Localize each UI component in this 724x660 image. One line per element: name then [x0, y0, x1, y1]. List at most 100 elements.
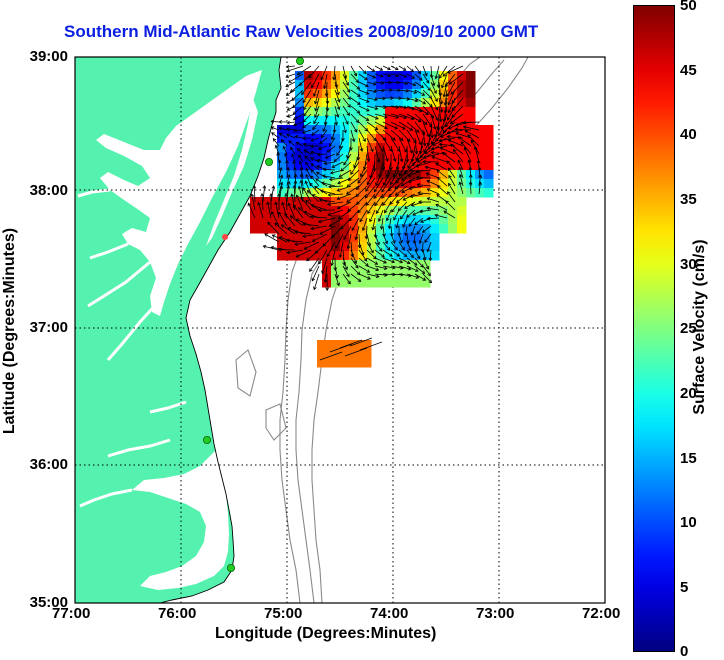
- velocity-cell: [340, 269, 350, 279]
- velocity-cell: [250, 224, 260, 234]
- velocity-cell: [362, 349, 372, 359]
- velocity-cell: [358, 143, 368, 153]
- velocity-cell: [259, 224, 269, 234]
- colorbar: [633, 5, 675, 652]
- velocity-cell: [331, 224, 341, 234]
- velocity-cell: [466, 80, 476, 90]
- velocity-arrow: [265, 234, 279, 242]
- velocity-cell: [295, 170, 305, 180]
- velocity-cell: [448, 224, 458, 234]
- velocity-cell: [457, 224, 467, 234]
- colorbar-label: Surface Velocity (cm/s): [691, 207, 709, 447]
- velocity-cell: [439, 206, 449, 216]
- velocity-cell: [484, 188, 494, 198]
- colorbar-tick-label: 50: [680, 0, 697, 14]
- velocity-cell: [277, 170, 287, 180]
- velocity-cell: [317, 349, 327, 359]
- velocity-cell: [403, 269, 413, 279]
- velocity-cell: [457, 80, 467, 90]
- x-tick-label: 75:00: [264, 605, 302, 622]
- velocity-cell: [326, 340, 336, 350]
- velocity-cell: [349, 242, 359, 252]
- x-axis-label: Longitude (Degrees:Minutes): [215, 625, 436, 643]
- velocity-cell: [484, 161, 494, 171]
- velocity-cell: [259, 206, 269, 216]
- velocity-cell: [439, 188, 449, 198]
- velocity-cell: [403, 80, 413, 90]
- velocity-cell: [313, 143, 323, 153]
- velocity-cell: [430, 224, 440, 234]
- velocity-cell: [358, 278, 368, 288]
- colorbar-tick-label: 40: [680, 126, 697, 143]
- velocity-cell: [457, 206, 467, 216]
- velocity-cell: [466, 71, 476, 81]
- velocity-cell: [412, 224, 422, 234]
- y-tick-label: 36:00: [0, 456, 68, 473]
- velocity-cell: [331, 251, 341, 261]
- velocity-cell: [430, 242, 440, 252]
- velocity-cell: [344, 358, 354, 368]
- colorbar-tick-label: 5: [680, 579, 688, 596]
- velocity-cell: [326, 358, 336, 368]
- velocity-cell: [466, 116, 476, 126]
- velocity-cell: [430, 188, 440, 198]
- velocity-cell: [313, 197, 323, 207]
- velocity-cell: [430, 215, 440, 225]
- velocity-cell: [259, 215, 269, 225]
- colorbar-tick-label: 10: [680, 514, 697, 531]
- x-tick-label: 72:00: [582, 605, 620, 622]
- velocity-cell: [412, 89, 422, 99]
- velocity-cell: [331, 215, 341, 225]
- velocity-cell: [385, 278, 395, 288]
- y-axis-label: Latitude (Degrees:Minutes): [1, 211, 19, 451]
- velocity-cell: [376, 278, 386, 288]
- velocity-cell: [412, 278, 422, 288]
- x-tick-label: 73:00: [476, 605, 514, 622]
- velocity-cell: [376, 206, 386, 216]
- velocity-cell: [430, 206, 440, 216]
- velocity-cell: [421, 98, 431, 108]
- velocity-cell: [466, 107, 476, 117]
- velocity-cell: [353, 358, 363, 368]
- velocity-cell: [358, 161, 368, 171]
- velocity-cell: [335, 358, 345, 368]
- velocity-field: [248, 65, 494, 367]
- velocity-cell: [457, 197, 467, 207]
- y-tick-label: 39:00: [0, 48, 68, 65]
- velocity-cell: [430, 233, 440, 243]
- velocity-cell: [484, 143, 494, 153]
- velocity-cell: [376, 80, 386, 90]
- x-tick-label: 74:00: [370, 605, 408, 622]
- velocity-cell: [484, 179, 494, 189]
- velocity-arrow: [471, 182, 472, 194]
- velocity-cell: [295, 251, 305, 261]
- velocity-cell: [412, 125, 422, 135]
- velocity-cell: [349, 224, 359, 234]
- velocity-cell: [340, 89, 350, 99]
- velocity-cell: [331, 188, 341, 198]
- velocity-cell: [403, 278, 413, 288]
- velocity-cell: [349, 71, 359, 81]
- velocity-cell: [484, 170, 494, 180]
- velocity-cell: [484, 134, 494, 144]
- velocity-cell: [331, 125, 341, 135]
- colorbar-tick-label: 15: [680, 450, 697, 467]
- velocity-cell: [412, 98, 422, 108]
- velocity-cell: [457, 71, 467, 81]
- velocity-cell: [484, 125, 494, 135]
- velocity-cell: [394, 278, 404, 288]
- velocity-cell: [250, 215, 260, 225]
- x-tick-label: 77:00: [52, 605, 90, 622]
- y-tick-label: 38:00: [0, 182, 68, 199]
- velocity-cell: [277, 251, 287, 261]
- colorbar-tick-label: 35: [680, 191, 697, 208]
- velocity-cell: [362, 358, 372, 368]
- x-tick-label: 76:00: [158, 605, 196, 622]
- velocity-cell: [457, 89, 467, 99]
- velocity-cell: [466, 98, 476, 108]
- velocity-cell: [385, 197, 395, 207]
- velocity-cell: [484, 152, 494, 162]
- velocity-cell: [313, 242, 323, 252]
- velocity-cell: [367, 125, 377, 135]
